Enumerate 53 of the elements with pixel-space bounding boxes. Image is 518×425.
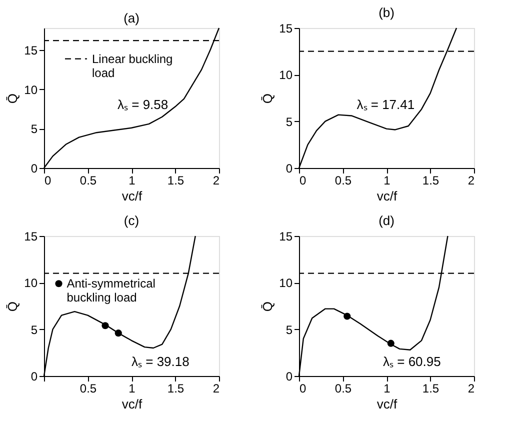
y-tick-label: 5	[30, 122, 38, 136]
y-tick-label: 15	[24, 230, 38, 244]
y-tick-label: 15	[279, 230, 293, 244]
y-tick-label: 10	[24, 276, 38, 290]
x-tick-label: 1	[128, 382, 136, 396]
x-tick-label: 0	[300, 382, 306, 396]
chart-title: (a)	[124, 10, 140, 26]
x-tick-label: 1	[384, 174, 391, 188]
y-tick-label: 0	[30, 370, 38, 384]
x-axis-title: vc/f	[376, 188, 398, 204]
x-tick-label: 2	[468, 382, 475, 396]
y-tick-label: 5	[286, 322, 293, 337]
x-tick-label: 2	[468, 174, 475, 188]
y-axis-title: Q̄	[260, 301, 276, 312]
x-tick-label: 1	[128, 174, 136, 188]
y-tick-label: 10	[24, 82, 38, 97]
y-tick-label: 10	[279, 276, 293, 290]
x-tick-label: 0	[300, 174, 306, 188]
chart-title: (b)	[378, 5, 394, 20]
x-tick-label: 0.5	[334, 174, 352, 188]
x-tick-label: 0.5	[80, 382, 97, 396]
y-axis-title: Q̄	[5, 301, 20, 312]
annotation: λₛ = 60.95	[383, 354, 441, 369]
x-axis-title: vc/f	[122, 188, 142, 204]
x-tick-label: 0	[44, 174, 52, 188]
y-axis-title: Q̄	[5, 93, 20, 104]
x-tick-label: 0.5	[334, 382, 352, 396]
y-tick-label: 15	[24, 44, 38, 58]
x-tick-label: 2	[212, 174, 220, 188]
y-tick-label: 0	[286, 370, 293, 384]
y-tick-label: 0	[286, 162, 293, 176]
x-axis-title: vc/f	[122, 396, 142, 412]
x-tick-label: 1	[384, 382, 391, 396]
legend-label: Linear buckling load	[92, 52, 173, 80]
x-tick-label: 2	[212, 382, 220, 396]
annotation: λₛ = 9.58	[118, 97, 168, 112]
x-tick-label: 0.5	[80, 174, 97, 188]
chart-title: (c)	[124, 213, 140, 228]
chart-title: (d)	[378, 213, 394, 228]
annotation: λₛ = 39.18	[132, 354, 190, 369]
x-tick-label: 1.5	[167, 174, 184, 188]
y-axis-title: Q̄	[260, 93, 276, 104]
y-tick-label: 0	[30, 162, 38, 176]
x-tick-label: 1.5	[167, 382, 184, 396]
x-axis-title: vc/f	[376, 396, 398, 412]
x-tick-label: 1.5	[422, 174, 440, 188]
y-tick-label: 10	[279, 68, 293, 82]
y-tick-label: 15	[279, 22, 293, 36]
legend-label: Anti-symmetrical buckling load	[66, 276, 156, 305]
annotation: λₛ = 17.41	[356, 97, 415, 112]
x-tick-label: 1.5	[422, 382, 440, 396]
y-tick-label: 5	[30, 322, 38, 337]
y-tick-label: 5	[286, 114, 293, 129]
